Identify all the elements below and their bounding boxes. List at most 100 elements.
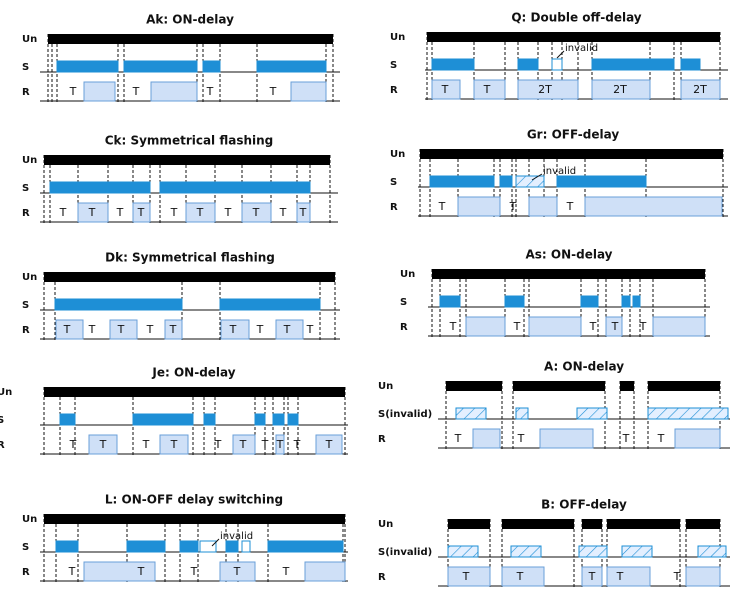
s-pulse — [510, 545, 542, 558]
row-label: R — [0, 440, 5, 451]
s-pulse — [431, 58, 475, 71]
supply-bar — [513, 381, 605, 391]
row-label: S — [390, 177, 397, 188]
time-label: T — [589, 320, 597, 333]
row-label: R — [22, 87, 30, 98]
r-pulse — [220, 319, 250, 340]
r-pulse — [591, 79, 651, 100]
supply-bar — [427, 32, 720, 42]
time-label: T — [137, 206, 145, 219]
supply-bar — [448, 519, 490, 529]
row-label: R — [378, 572, 386, 583]
panel-title: As: ON-delay — [525, 248, 612, 262]
panel-title: Dk: Symmetrical flashing — [105, 251, 275, 265]
time-label: T — [256, 323, 264, 336]
row-label: R — [390, 202, 398, 213]
r-pulse — [457, 196, 501, 217]
row-label: Un — [22, 272, 37, 283]
r-pulse — [680, 79, 721, 100]
r-pulse — [581, 566, 603, 587]
s-pulse — [515, 175, 545, 188]
time-label: T — [509, 200, 517, 213]
row-label: S — [22, 542, 29, 553]
note: invalid — [543, 166, 576, 177]
time-label: T — [306, 323, 314, 336]
r-pulse — [472, 428, 501, 449]
r-pulse — [83, 561, 156, 582]
time-label: T — [261, 438, 269, 451]
s-pulse — [680, 58, 701, 71]
supply-bar — [648, 381, 720, 391]
time-label: T — [299, 206, 307, 219]
row-label: Un — [0, 387, 12, 398]
time-label: T — [132, 85, 140, 98]
time-label: T — [566, 200, 574, 213]
time-label: T — [616, 570, 624, 583]
s-pulse — [621, 545, 653, 558]
supply-bar — [620, 381, 634, 391]
time-label: T — [673, 570, 681, 583]
s-pulse — [132, 413, 194, 426]
s-pulse — [578, 545, 608, 558]
row-label: S — [22, 62, 29, 73]
r-pulse — [109, 319, 138, 340]
s-pulse — [621, 295, 631, 308]
row-label: R — [378, 434, 386, 445]
row-label: R — [390, 85, 398, 96]
s-pulse — [55, 540, 79, 553]
r-pulse — [315, 434, 343, 455]
time-label: T — [137, 565, 145, 578]
s-pulse — [517, 58, 539, 71]
note-pointer — [531, 173, 543, 181]
row-label: S(invalid) — [378, 409, 432, 420]
time-label: T — [214, 438, 222, 451]
time-label: T — [69, 85, 77, 98]
s-pulse — [287, 413, 299, 426]
r-pulse — [652, 316, 706, 337]
s-pulse — [56, 60, 119, 73]
time-label: T — [449, 320, 457, 333]
time-label: T — [483, 83, 491, 96]
s-pulse — [272, 413, 285, 426]
s-pulse — [455, 407, 487, 420]
s-pulse — [556, 175, 647, 188]
s-pulse — [429, 175, 495, 188]
time-label: T — [279, 206, 287, 219]
s-pulse — [219, 298, 321, 311]
s-pulse — [54, 298, 183, 311]
row-label: S(invalid) — [378, 547, 432, 558]
time-label: T — [622, 432, 630, 445]
r-pulse — [275, 434, 285, 455]
time-label: T — [68, 565, 76, 578]
supply-bar — [44, 272, 335, 282]
note: invalid — [565, 43, 598, 54]
panel-title: A: ON-delay — [544, 360, 624, 374]
time-label: T — [252, 206, 260, 219]
r-pulse — [473, 79, 506, 100]
time-label: T — [283, 323, 291, 336]
row-label: R — [400, 322, 408, 333]
s-pulse — [515, 407, 529, 420]
s-pulse — [202, 60, 221, 73]
r-pulse — [528, 196, 558, 217]
time-label: T — [639, 320, 647, 333]
panel-title: Je: ON-delay — [151, 366, 235, 380]
time-label: T — [169, 323, 177, 336]
s-pulse — [123, 60, 198, 73]
time-label: T — [516, 570, 524, 583]
panel-title: L: ON-OFF delay switching — [105, 493, 283, 507]
time-label: T — [657, 432, 665, 445]
row-label: Un — [400, 269, 415, 280]
supply-bar — [686, 519, 720, 529]
row-label: R — [22, 325, 30, 336]
r-pulse — [132, 202, 151, 223]
time-label: T — [224, 206, 232, 219]
s-pulse — [267, 540, 344, 553]
time-label: T — [190, 565, 198, 578]
supply-bar — [44, 514, 345, 524]
row-label: Un — [22, 514, 37, 525]
supply-bar — [607, 519, 680, 529]
time-label: T — [513, 320, 521, 333]
r-pulse — [55, 319, 84, 340]
